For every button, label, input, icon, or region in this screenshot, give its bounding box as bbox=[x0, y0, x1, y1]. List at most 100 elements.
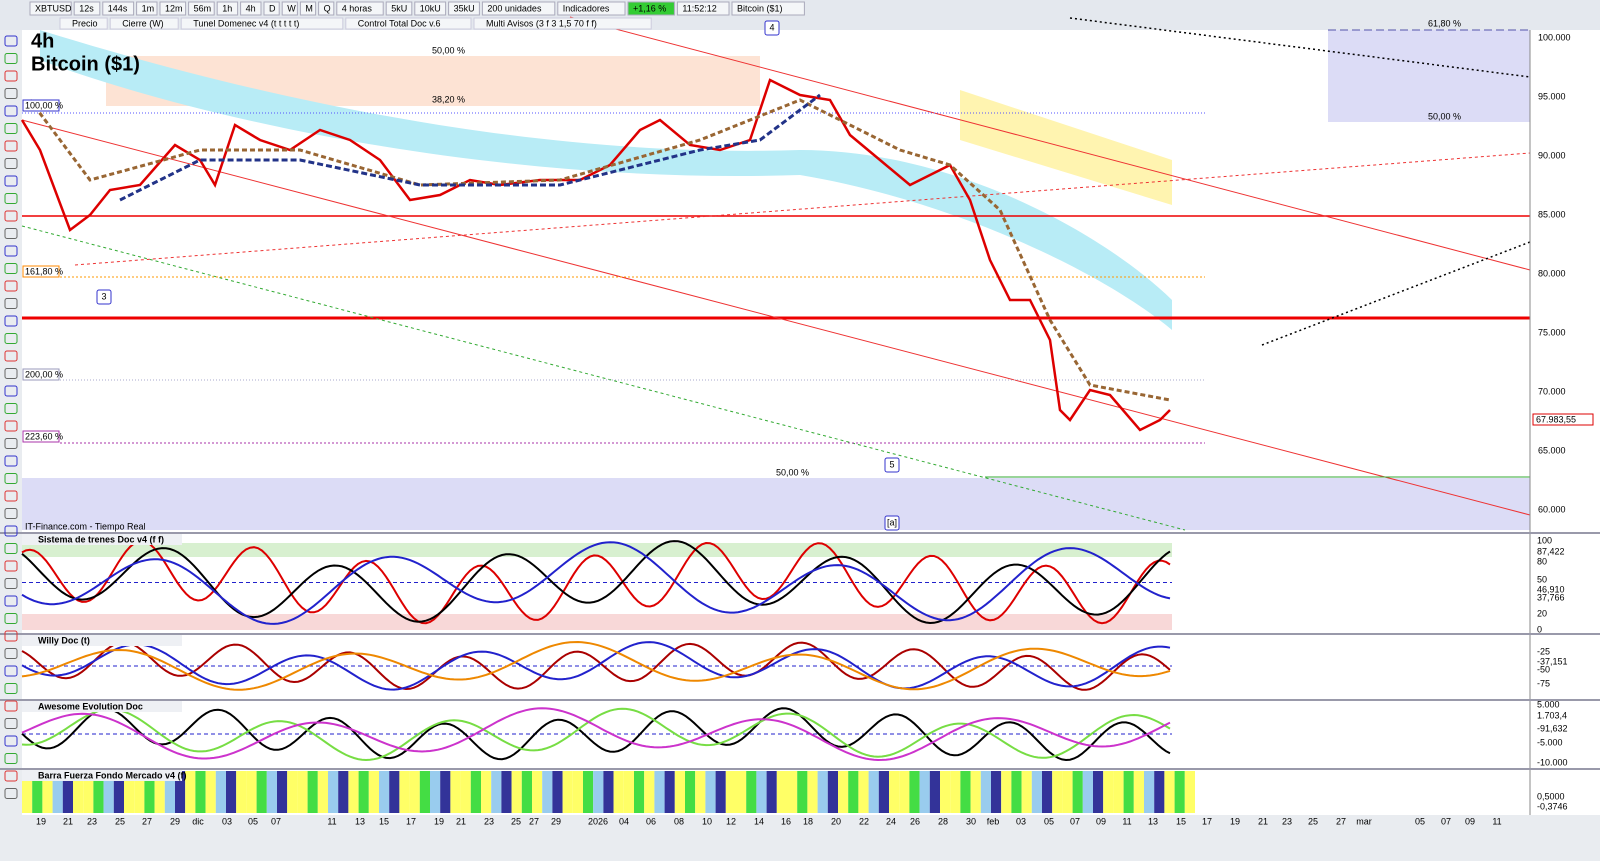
toolbar-button[interactable] bbox=[73, 1, 101, 16]
tool-icon[interactable] bbox=[4, 385, 18, 397]
toolbar-button[interactable] bbox=[136, 1, 158, 16]
toolbar-label[interactable]: W bbox=[287, 3, 296, 13]
toolbar-label[interactable]: 1h bbox=[222, 3, 232, 13]
tool-icon[interactable] bbox=[4, 438, 18, 449]
tool-icon[interactable] bbox=[4, 735, 18, 747]
tool-icon[interactable] bbox=[4, 648, 18, 659]
toolbar-button[interactable] bbox=[414, 1, 447, 16]
tool-icon[interactable] bbox=[4, 403, 18, 414]
toolbar-button[interactable] bbox=[159, 1, 187, 16]
tool-icon[interactable] bbox=[4, 280, 18, 292]
toolbar-button[interactable] bbox=[29, 1, 72, 16]
toolbar-button[interactable] bbox=[281, 1, 298, 16]
tool-icon[interactable] bbox=[4, 630, 18, 642]
legend-label[interactable]: Cierre (W) bbox=[122, 18, 164, 28]
tool-icon[interactable] bbox=[4, 490, 18, 502]
tool-icon[interactable] bbox=[4, 123, 18, 134]
toolbar-button[interactable] bbox=[385, 1, 413, 16]
toolbar-button[interactable] bbox=[216, 1, 239, 16]
toolbar-label[interactable]: 5kU bbox=[391, 3, 407, 13]
toolbar-label[interactable]: 144s bbox=[108, 3, 128, 13]
tool-icon[interactable] bbox=[4, 140, 18, 152]
tool-icon[interactable] bbox=[4, 263, 18, 274]
tool-icon[interactable] bbox=[4, 350, 18, 362]
tool-icon[interactable] bbox=[4, 420, 18, 432]
panel-title[interactable]: Awesome Evolution Doc bbox=[38, 701, 143, 711]
tool-icon[interactable] bbox=[4, 788, 18, 799]
toolbar-button[interactable] bbox=[188, 1, 215, 16]
tool-icon[interactable] bbox=[4, 88, 18, 99]
tool-icon[interactable] bbox=[4, 718, 18, 729]
tool-icon[interactable] bbox=[4, 595, 18, 607]
toolbar-button[interactable] bbox=[102, 1, 135, 16]
panel-title[interactable]: Willy Doc (t) bbox=[38, 635, 90, 645]
tool-icon[interactable] bbox=[4, 665, 18, 677]
toolbar-button[interactable] bbox=[676, 1, 730, 16]
toolbar-label[interactable]: 35kU bbox=[454, 3, 475, 13]
toolbar-label[interactable]: 10kU bbox=[420, 3, 441, 13]
tool-icon[interactable] bbox=[4, 770, 18, 782]
toolbar-button[interactable] bbox=[263, 1, 280, 16]
legend-item[interactable] bbox=[473, 17, 652, 30]
toolbar-label[interactable]: M bbox=[305, 3, 313, 13]
tool-icon[interactable] bbox=[4, 105, 18, 117]
toolbar-label[interactable]: 200 unidades bbox=[487, 3, 542, 13]
toolbar-label[interactable]: 1m bbox=[142, 3, 155, 13]
legend-item[interactable] bbox=[59, 17, 108, 30]
toolbar-label[interactable]: 56m bbox=[194, 3, 212, 13]
tool-icon[interactable] bbox=[4, 543, 18, 554]
panel-title[interactable]: Barra Fuerza Fondo Mercado v4 (f) bbox=[38, 770, 187, 780]
tool-icon[interactable] bbox=[4, 560, 18, 572]
toolbar-label[interactable]: D bbox=[269, 3, 276, 13]
toolbar-label[interactable]: +1,16 % bbox=[633, 3, 666, 13]
toolbar-label[interactable]: 4h bbox=[246, 3, 256, 13]
toolbar-button[interactable] bbox=[240, 1, 262, 16]
tool-icon[interactable] bbox=[4, 210, 18, 222]
legend-item[interactable] bbox=[109, 17, 179, 30]
toolbar-button[interactable] bbox=[336, 1, 384, 16]
tool-icon[interactable] bbox=[4, 455, 18, 467]
toolbar-button[interactable] bbox=[448, 1, 480, 16]
tool-icon[interactable] bbox=[4, 508, 18, 519]
tool-icon[interactable] bbox=[4, 53, 18, 64]
tool-icon[interactable] bbox=[4, 70, 18, 82]
toolbar-label[interactable]: 4 horas bbox=[342, 3, 373, 13]
toolbar-button[interactable] bbox=[557, 1, 626, 16]
legend-label[interactable]: Control Total Doc v.6 bbox=[358, 18, 441, 28]
tool-icon[interactable] bbox=[4, 578, 18, 589]
tool-icon[interactable] bbox=[4, 158, 18, 169]
tool-icon[interactable] bbox=[4, 333, 18, 344]
toolbar-button[interactable] bbox=[481, 1, 556, 16]
tool-icon[interactable] bbox=[4, 753, 18, 764]
tool-icon[interactable] bbox=[4, 175, 18, 187]
toolbar-button[interactable] bbox=[318, 1, 335, 16]
tool-icon[interactable] bbox=[4, 700, 18, 712]
legend-label[interactable]: Multi Avisos (3 f 3 1,5 70 f f) bbox=[486, 18, 597, 28]
tool-icon[interactable] bbox=[4, 473, 18, 484]
legend-item[interactable] bbox=[180, 17, 344, 30]
toolbar-button[interactable] bbox=[731, 1, 805, 16]
tool-icon[interactable] bbox=[4, 613, 18, 624]
tool-icon[interactable] bbox=[4, 525, 18, 537]
legend-item[interactable] bbox=[345, 17, 472, 30]
toolbar-button[interactable] bbox=[299, 1, 317, 16]
tool-icon[interactable] bbox=[4, 298, 18, 309]
tool-icon[interactable] bbox=[4, 35, 18, 47]
toolbar-label[interactable]: Indicadores bbox=[563, 3, 610, 13]
tool-icon[interactable] bbox=[4, 245, 18, 257]
tool-icon[interactable] bbox=[4, 228, 18, 239]
toolbar-label[interactable]: 12s bbox=[79, 3, 94, 13]
tool-icon[interactable] bbox=[4, 368, 18, 379]
tool-icon[interactable] bbox=[4, 683, 18, 694]
toolbar-label[interactable]: 11:52:12 bbox=[682, 3, 716, 13]
tool-icon[interactable] bbox=[4, 315, 18, 327]
tool-icon[interactable] bbox=[4, 193, 18, 204]
toolbar-button[interactable] bbox=[627, 1, 675, 16]
toolbar-label[interactable]: Bitcoin ($1) bbox=[737, 3, 783, 13]
legend-label[interactable]: Tunel Domenec v4 (t t t t t) bbox=[193, 18, 299, 28]
toolbar-label[interactable]: Q bbox=[324, 3, 331, 13]
toolbar-label[interactable]: XBTUSD bbox=[35, 3, 72, 13]
toolbar-label[interactable]: 12m bbox=[165, 3, 183, 13]
legend-label[interactable]: Precio bbox=[72, 18, 98, 28]
panel-title[interactable]: Sistema de trenes Doc v4 (f f) bbox=[38, 534, 164, 544]
